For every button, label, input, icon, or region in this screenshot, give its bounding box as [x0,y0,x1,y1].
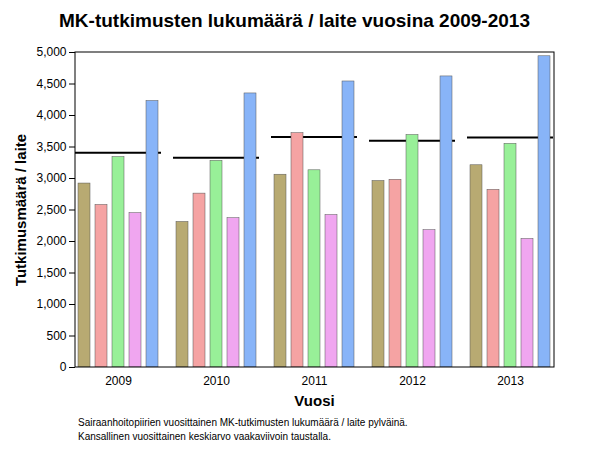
svg-text:2,500: 2,500 [36,203,66,217]
svg-text:2012: 2012 [399,374,426,388]
svg-text:0: 0 [60,360,67,374]
svg-text:3,000: 3,000 [36,171,66,185]
svg-text:2009: 2009 [105,374,132,388]
svg-text:5,000: 5,000 [36,45,66,59]
svg-text:3,500: 3,500 [36,140,66,154]
svg-text:Tutkimusmäärä / laite: Tutkimusmäärä / laite [12,134,29,286]
svg-text:4,000: 4,000 [36,108,66,122]
svg-text:2,000: 2,000 [36,234,66,248]
html-text:Kansallinen vuosittainen keski: Kansallinen vuosittainen keskiarvo vaaka… [78,431,331,442]
svg-text:1,000: 1,000 [36,297,66,311]
svg-text:4,500: 4,500 [36,77,66,91]
svg-text:2013: 2013 [497,374,524,388]
html-text:MK-tutkimusten lukumäärä / lai: MK-tutkimusten lukumäärä / laite vuosina… [59,10,530,31]
svg-text:Vuosi: Vuosi [294,392,334,409]
html-text:Sairaanhoitopiirien vuosittain: Sairaanhoitopiirien vuosittainen MK-tutk… [78,417,408,428]
svg-text:2010: 2010 [203,374,230,388]
svg-text:500: 500 [46,329,66,343]
svg-text:1,500: 1,500 [36,266,66,280]
svg-text:2011: 2011 [302,374,328,388]
